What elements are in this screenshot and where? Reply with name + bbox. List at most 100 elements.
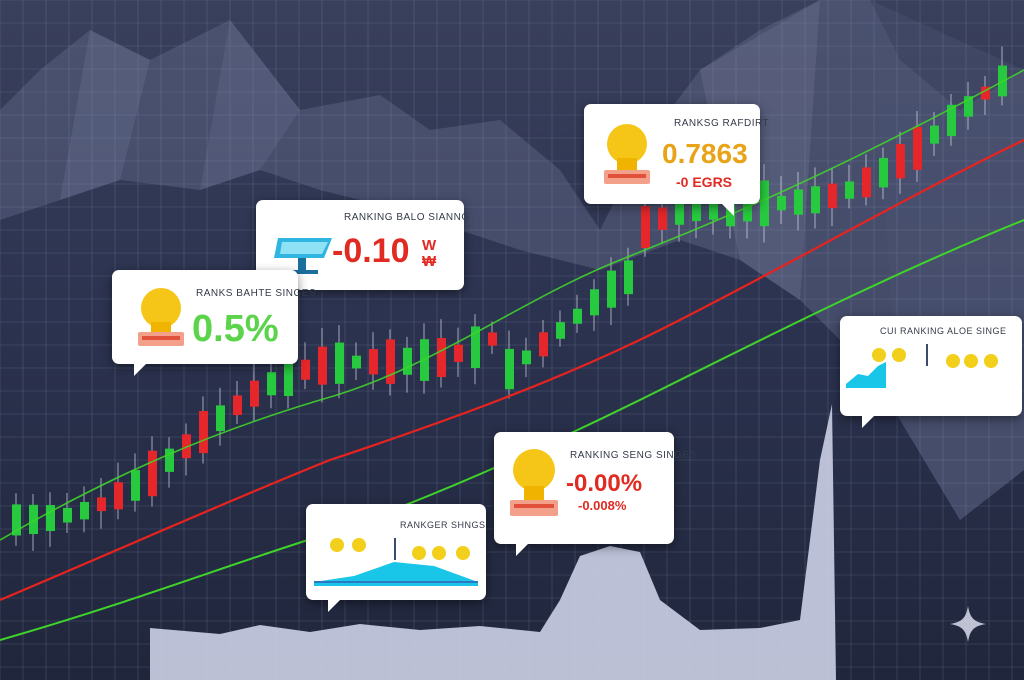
monitor-icon — [274, 238, 332, 274]
candle-body — [675, 199, 684, 225]
candle-body — [896, 144, 905, 179]
candle-body — [335, 342, 344, 384]
info-card-4[interactable]: RANKING SENG SINGES -0.00% -0.008% — [494, 432, 696, 556]
lightbulb-icon — [138, 288, 184, 346]
divider — [394, 538, 396, 560]
info-card-5[interactable]: CUI RANKING ALOE SINGE — [840, 316, 1022, 428]
candle-body — [488, 332, 497, 346]
candle-body — [403, 347, 412, 375]
candle-body — [46, 505, 55, 532]
candle-body — [930, 125, 939, 144]
candle-body — [131, 470, 140, 501]
indicator-dot — [984, 354, 998, 368]
indicator-dot — [892, 348, 906, 362]
info-card-2[interactable]: RANKS BAHTE SINGES 0.5% — [112, 270, 316, 376]
indicator-dot — [412, 546, 426, 560]
candle-body — [80, 502, 89, 520]
candle-body — [539, 332, 548, 357]
candle-body — [658, 207, 667, 230]
card-caption: RANKING SENG SINGES — [570, 450, 697, 461]
candle-body — [386, 339, 395, 384]
mountain-facet — [700, 0, 820, 300]
candle-body — [760, 180, 769, 227]
trend-line-green-upper — [0, 69, 1024, 541]
candle-body — [165, 448, 174, 472]
wave-chart-icon — [846, 362, 886, 388]
candle-body — [454, 344, 463, 362]
candle-body — [573, 308, 582, 324]
indicator-dot — [432, 546, 446, 560]
card-sub-value: -0.008% — [578, 498, 627, 513]
lightbulb-icon — [604, 124, 650, 184]
candle-body — [828, 183, 837, 209]
lightbulb-icon — [510, 449, 558, 516]
candle-body — [862, 167, 871, 198]
indicator-dot — [330, 538, 344, 552]
candle-body — [964, 96, 973, 117]
candle-body — [641, 206, 650, 249]
candle-body — [777, 195, 786, 211]
trend-line-red — [0, 139, 1024, 602]
card-caption: CUI RANKING ALOE SINGE — [880, 326, 1007, 336]
candle-body — [709, 190, 718, 220]
candle-body — [556, 322, 565, 339]
candle-body — [607, 270, 616, 308]
candle-body — [318, 346, 327, 385]
mountain-facet — [200, 20, 300, 190]
candle-body — [29, 504, 38, 535]
volume-area — [150, 404, 836, 680]
candle-body — [794, 189, 803, 215]
candle-body — [845, 181, 854, 199]
card-caption: RANKGER SHNGS — [400, 520, 486, 530]
candle-body — [284, 355, 293, 397]
indicator-dot — [456, 546, 470, 560]
candle-body — [301, 359, 310, 380]
candle-body — [505, 348, 514, 390]
candle-body — [624, 260, 633, 295]
candle-body — [369, 349, 378, 375]
candle-body — [590, 289, 599, 316]
info-card-6[interactable]: RANKGER SHNGS — [306, 504, 486, 612]
candle-body — [199, 411, 208, 454]
indicator-dot — [352, 538, 366, 552]
card-value: 0.5% — [192, 308, 279, 350]
candle-body — [148, 450, 157, 497]
mountain-silhouette — [0, 0, 1024, 520]
candle-body — [692, 194, 701, 222]
candle-body — [947, 104, 956, 137]
wave-chart-icon — [314, 562, 478, 586]
candle-body — [471, 326, 480, 368]
info-card-3[interactable]: RANKSG RAFDIRT 0.7863 -0 EGRS — [584, 104, 769, 216]
indicator-dot — [964, 354, 978, 368]
candle-body — [437, 338, 446, 378]
mountain-facet — [60, 30, 150, 200]
card-sub-value: -0 EGRS — [676, 174, 733, 190]
candle-body — [12, 504, 21, 536]
card-caption: RANKSG RAFDIRT — [674, 118, 770, 129]
sparkle-icon — [950, 606, 986, 642]
card-caption: RANKS BAHTE SINGES — [196, 288, 317, 299]
candle-body — [114, 482, 123, 510]
candle-body — [879, 157, 888, 188]
divider — [926, 344, 928, 366]
card-caption: RANKING BALO SIANNG — [344, 212, 470, 223]
candle-body — [233, 395, 242, 416]
candle-body — [352, 355, 361, 369]
candle-body — [811, 186, 820, 214]
candle-body — [216, 405, 225, 432]
card-value: -0.00% — [566, 470, 643, 497]
card-value: 0.7863 — [662, 138, 748, 169]
card-value: -0.10 — [332, 232, 410, 270]
card-value-suffix: W ₩ — [422, 237, 437, 270]
candle-body — [63, 507, 72, 523]
candle-body — [522, 350, 531, 365]
candle-body — [97, 497, 106, 512]
indicator-dot — [946, 354, 960, 368]
candle-body — [913, 126, 922, 170]
candle-body — [250, 380, 259, 407]
indicator-dot — [872, 348, 886, 362]
candle-body — [267, 372, 276, 396]
candle-body — [981, 86, 990, 100]
candlestick-series — [12, 46, 1007, 551]
